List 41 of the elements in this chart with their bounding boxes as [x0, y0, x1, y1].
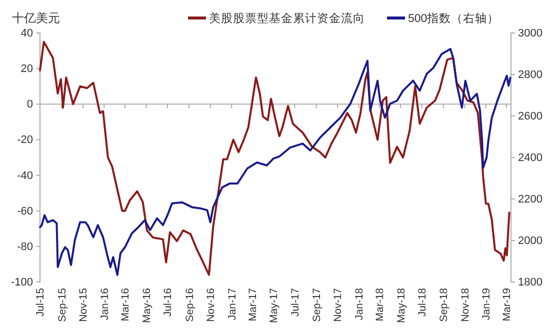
y-tick-label: -60: [17, 205, 33, 218]
x-tick-label: Mar-18: [374, 288, 386, 322]
legend-label: 500指数（右轴）: [408, 12, 500, 26]
x-tick-label: Mar-19: [501, 288, 514, 322]
x-tick-label: Sep-17: [310, 288, 323, 322]
x-tick-label: Jul-18: [416, 288, 428, 317]
y2-tick-label: 1800: [518, 276, 542, 289]
x-tick-label: Nov-16: [205, 288, 218, 322]
y-axis-title: 十亿美元: [12, 11, 60, 25]
x-tick-label: Sep-18: [438, 288, 450, 322]
x-tick-label: May-16: [140, 288, 153, 324]
y2-tick-label: 2800: [518, 69, 542, 82]
x-tick-label: May-18: [395, 288, 408, 324]
x-tick-label: Jul-16: [162, 288, 174, 317]
x-tick-label: Jan-16: [98, 288, 111, 320]
x-tick-label: Mar-16: [120, 288, 132, 322]
x-tick-label: Sep-15: [56, 288, 68, 322]
y2-tick-label: 2000: [518, 235, 542, 248]
y-tick-label: -80: [17, 240, 33, 253]
y-tick-label: 40: [20, 28, 33, 40]
y2-tick-label: 2200: [518, 194, 542, 206]
x-tick-label: Nov-15: [78, 288, 90, 322]
legend-label: 美股股票型基金累计资金流向: [209, 11, 365, 26]
x-tick-label: Jan-18: [353, 288, 366, 320]
x-tick-label: Jul-15: [34, 288, 47, 317]
y-tick-label: -100: [10, 276, 33, 289]
x-tick-label: Mar-17: [246, 288, 259, 322]
x-tick-label: Sep-16: [184, 288, 196, 322]
x-tick-label: Nov-18: [459, 288, 472, 322]
x-tick-label: May-17: [268, 288, 280, 324]
y-tick-label: -20: [17, 134, 33, 146]
x-tick-label: Jan-19: [480, 288, 493, 320]
y-tick-label: 20: [20, 63, 33, 76]
y-tick-label: -40: [17, 170, 33, 182]
x-tick-label: Jul-17: [289, 288, 302, 317]
x-tick-label: Nov-17: [332, 288, 344, 322]
x-tick-label: Jan-17: [226, 288, 238, 320]
y2-tick-label: 2600: [518, 110, 542, 123]
y2-tick-label: 3000: [518, 28, 542, 40]
y-tick-label: 0: [26, 98, 33, 111]
y2-tick-label: 2400: [518, 152, 542, 164]
